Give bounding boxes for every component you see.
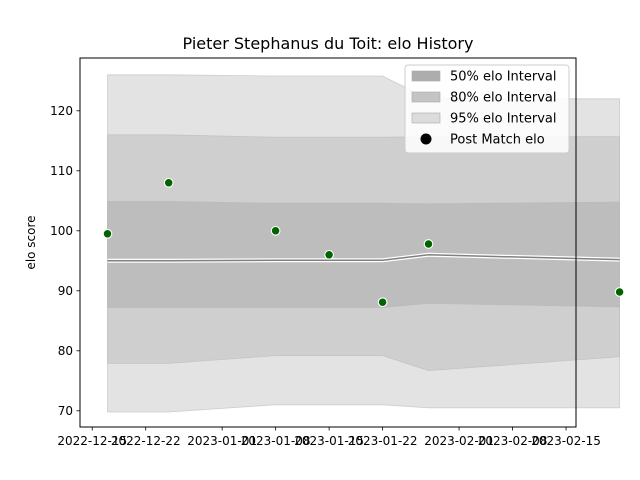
x-tick-label: 2023-02-08 [478,434,548,448]
y-tick-label: 80 [58,344,73,358]
legend-box [404,64,570,154]
data-point [614,287,625,297]
x-tick-label: 2023-02-15 [531,434,601,448]
mean-line [107,254,620,262]
legend-label-95-elo-interval: 95% elo Interval [450,112,557,127]
x-tick-label: 2022-12-22 [111,434,181,448]
band-50-elo-interval [107,201,620,308]
y-tick-label: 110 [50,164,73,178]
y-axis-label: elo score [24,215,38,269]
plot-area [102,74,625,413]
x-tick-label: 2023-01-22 [348,434,418,448]
legend-swatch-95-elo-interval [411,112,441,124]
x-tick-label: 2023-01-08 [241,434,311,448]
legend-label-post-match-elo: Post Match elo [450,133,545,148]
y-tick-label: 120 [50,104,73,118]
y-tick-label: 70 [58,404,73,418]
data-point [324,249,334,260]
legend-swatch-50-elo-interval [411,70,441,82]
legend-marker-post-match-elo [420,133,432,145]
x-tick-label: 2022-12-15 [57,434,127,448]
legend-label-50-elo-interval: 50% elo Interval [450,70,557,85]
data-point [163,177,174,188]
data-point [270,225,281,236]
legend-label-80-elo-interval: 80% elo Interval [450,91,557,106]
axes-frame [79,57,577,428]
data-point [377,297,388,308]
legend: 50% elo Interval 80% elo Interval 95% elo … [404,64,570,154]
y-tick-label: 90 [58,284,73,298]
data-point [423,239,434,249]
x-tick-label: 2023-02-01 [424,434,494,448]
x-tick-label: 2023-01-15 [294,434,364,448]
y-tick-label: 100 [50,224,73,238]
legend-swatch-80-elo-interval [411,91,441,103]
chart-title: Pieter Stephanus du Toit: elo History [183,34,474,53]
x-tick-label: 2023-01-01 [187,434,257,448]
data-point [102,228,113,239]
